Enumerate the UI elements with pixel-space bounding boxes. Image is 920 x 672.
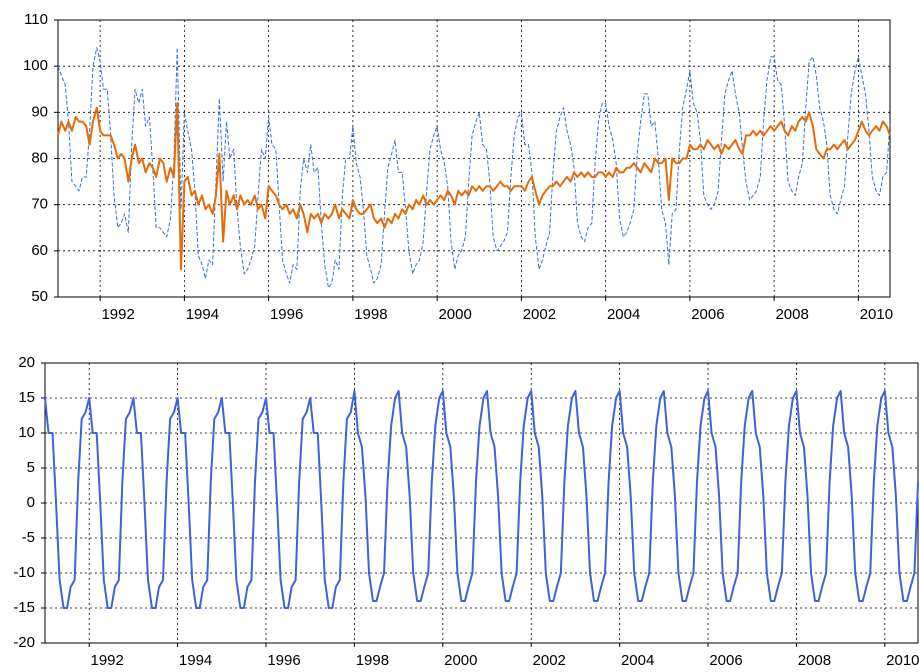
y-tick-label: 90 [31,103,48,120]
y-tick-label: 50 [31,288,48,305]
x-tick-label: 1994 [179,652,212,669]
x-tick-label: 1992 [91,652,124,669]
y-tick-label: 60 [31,242,48,259]
line-series [57,102,891,271]
y-tick-label: 15 [18,389,35,406]
x-tick-label: 1998 [356,652,389,669]
x-tick-label: 2010 [860,306,893,323]
x-tick-label: 2010 [886,652,919,669]
x-tick-label: 2002 [533,652,566,669]
plot-frame [57,19,891,298]
y-tick-label: -15 [13,599,35,616]
x-tick-label: 1994 [186,306,219,323]
y-tick-label: 100 [23,57,48,74]
x-tick-label: 2006 [691,306,724,323]
y-tick-label: 110 [24,11,48,28]
x-tick-label: 2004 [621,652,654,669]
y-tick-label: 10 [18,424,35,441]
x-tick-label: 1998 [354,306,387,323]
x-tick-label: 1996 [267,652,300,669]
line-series [57,47,891,289]
y-tick-label: -5 [22,529,35,546]
y-tick-label: 20 [18,354,35,371]
line-series [44,390,919,609]
x-tick-label: 2000 [444,652,477,669]
y-tick-label: -20 [13,634,35,651]
x-tick-label: 2006 [709,652,742,669]
y-tick-label: 80 [31,149,48,166]
y-tick-label: 5 [27,459,35,476]
x-tick-label: 1992 [101,306,134,323]
x-tick-label: 2000 [438,306,471,323]
x-tick-label: 2002 [523,306,556,323]
x-tick-label: 2004 [607,306,640,323]
y-tick-label: 70 [31,196,48,213]
y-tick-label: 0 [27,494,35,511]
x-tick-label: 2008 [775,306,808,323]
y-tick-label: -10 [13,564,35,581]
x-tick-label: 2008 [798,652,831,669]
x-tick-label: 1996 [270,306,303,323]
